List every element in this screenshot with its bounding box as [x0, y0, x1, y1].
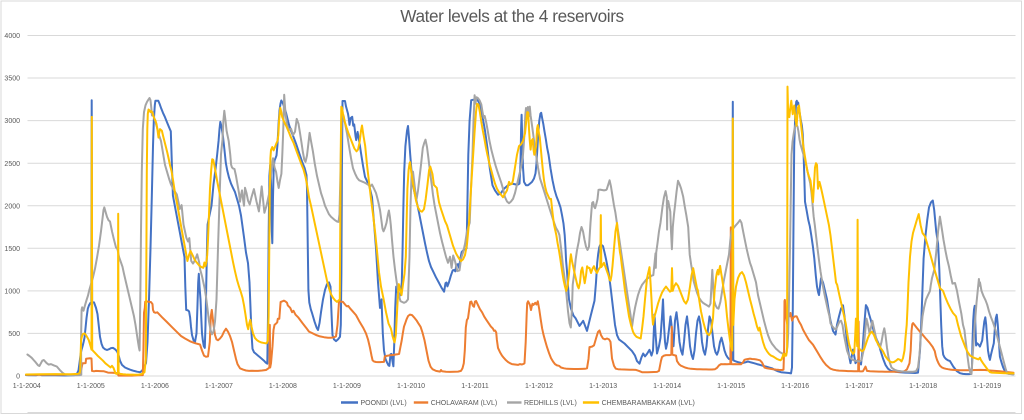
svg-text:CHEMBARAMBAKKAM (LVL): CHEMBARAMBAKKAM (LVL) — [602, 400, 695, 407]
svg-text:1-1-2011: 1-1-2011 — [461, 383, 489, 390]
svg-text:1-1-2010: 1-1-2010 — [397, 383, 425, 390]
svg-text:3000: 3000 — [4, 118, 20, 125]
svg-text:1-1-2014: 1-1-2014 — [653, 383, 681, 390]
svg-text:1-1-2004: 1-1-2004 — [13, 383, 41, 390]
svg-text:1500: 1500 — [4, 246, 20, 253]
svg-text:POONDI (LVL): POONDI (LVL) — [361, 400, 407, 407]
svg-text:1-1-2015: 1-1-2015 — [717, 383, 745, 390]
svg-text:2000: 2000 — [4, 203, 20, 210]
svg-text:1-1-2017: 1-1-2017 — [845, 383, 873, 390]
svg-text:1-1-2006: 1-1-2006 — [141, 383, 169, 390]
svg-text:1-1-2007: 1-1-2007 — [205, 383, 233, 390]
svg-text:REDHILLS (LVL): REDHILLS (LVL) — [524, 400, 577, 407]
svg-text:1-1-2019: 1-1-2019 — [973, 383, 1001, 390]
svg-text:3500: 3500 — [4, 76, 20, 83]
svg-text:1-1-2012: 1-1-2012 — [525, 383, 553, 390]
svg-text:2500: 2500 — [4, 161, 20, 168]
svg-text:4000: 4000 — [4, 33, 20, 40]
svg-text:Water levels at the 4 reservoi: Water levels at the 4 reservoirs — [400, 6, 623, 26]
svg-text:1-1-2005: 1-1-2005 — [77, 383, 105, 390]
svg-text:1-1-2009: 1-1-2009 — [333, 383, 361, 390]
svg-text:500: 500 — [8, 331, 20, 338]
svg-text:1000: 1000 — [4, 289, 20, 296]
svg-text:1-1-2018: 1-1-2018 — [909, 383, 937, 390]
svg-text:1-1-2013: 1-1-2013 — [589, 383, 617, 390]
svg-text:1-1-2016: 1-1-2016 — [781, 383, 809, 390]
svg-text:1-1-2008: 1-1-2008 — [269, 383, 297, 390]
svg-text:0: 0 — [16, 374, 20, 381]
svg-text:CHOLAVARAM (LVL): CHOLAVARAM (LVL) — [431, 400, 498, 407]
